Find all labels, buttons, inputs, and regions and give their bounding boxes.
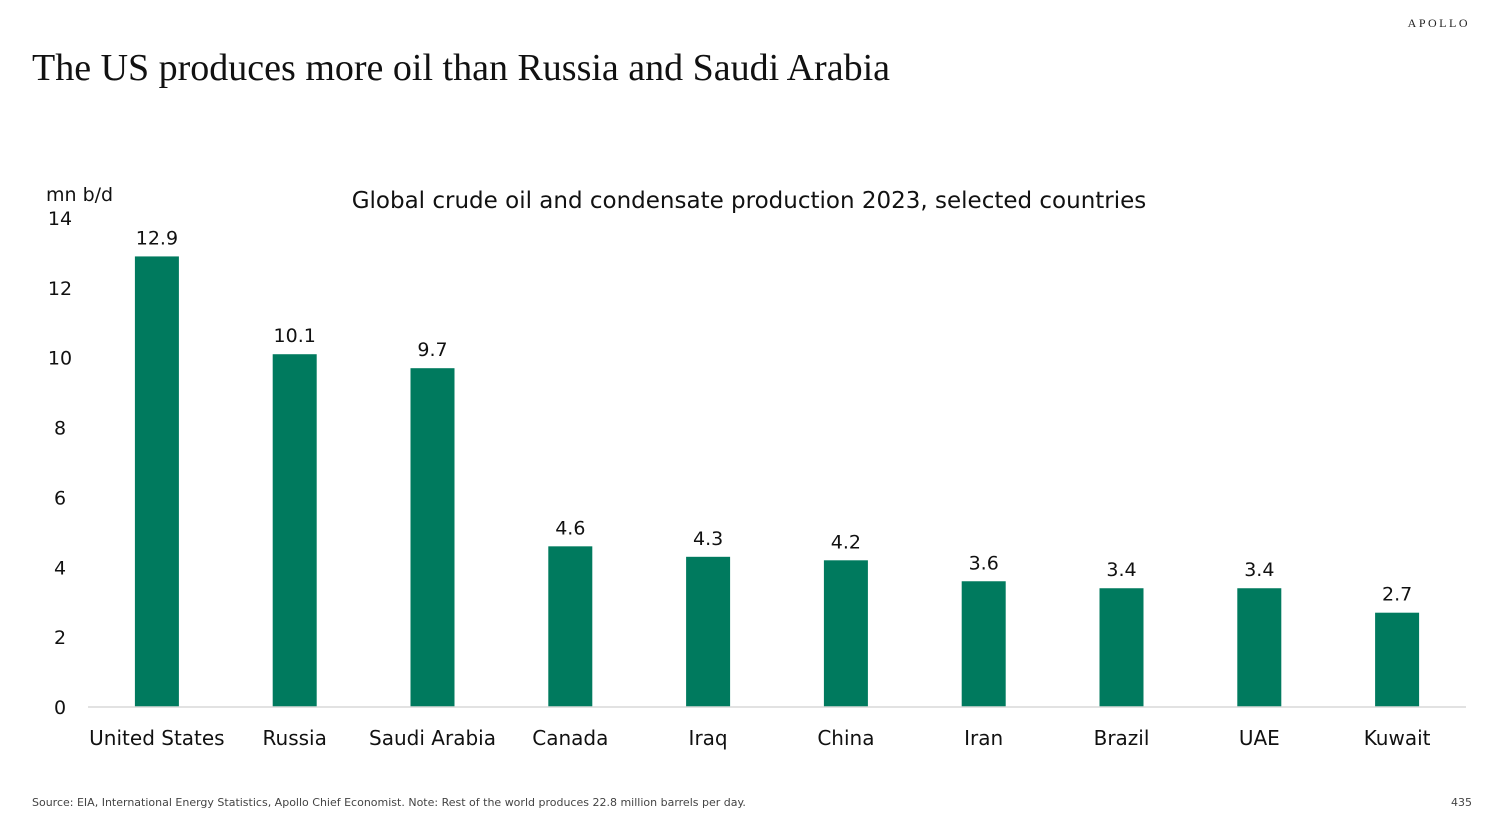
data-label: 4.3 — [693, 528, 723, 550]
bar — [1375, 612, 1420, 707]
y-tick-label: 4 — [54, 557, 66, 579]
y-axis-unit-label: mn b/d — [46, 184, 113, 206]
y-tick-label: 2 — [54, 627, 66, 649]
brand-logo: APOLLO — [1407, 16, 1470, 30]
data-label: 4.6 — [555, 517, 585, 539]
source-note: Source: EIA, International Energy Statis… — [32, 796, 746, 809]
x-tick-label: UAE — [1239, 726, 1280, 750]
data-label: 10.1 — [274, 325, 316, 347]
data-label: 3.4 — [1244, 559, 1274, 581]
y-tick-label: 8 — [54, 418, 66, 440]
y-tick-label: 10 — [48, 348, 72, 370]
bar — [823, 560, 868, 707]
data-label: 3.4 — [1106, 559, 1136, 581]
bar — [686, 556, 731, 707]
x-tick-label: Russia — [263, 726, 327, 750]
bar — [272, 354, 317, 707]
bar — [1237, 588, 1282, 707]
bar — [961, 581, 1006, 707]
data-label: 4.2 — [831, 531, 861, 553]
y-axis-ticks: 0 2 4 6 8 10 12 14 — [48, 208, 72, 719]
x-tick-label: Saudi Arabia — [369, 726, 496, 750]
x-tick-label: Kuwait — [1364, 726, 1431, 750]
slide-title: The US produces more oil than Russia and… — [32, 47, 891, 89]
value-labels: 12.9 10.1 9.7 4.6 4.3 4.2 3.6 3.4 3.4 2.7 — [136, 227, 1412, 605]
y-tick-label: 6 — [54, 487, 66, 509]
chart-title: Global crude oil and condensate producti… — [352, 188, 1147, 214]
x-tick-label: United States — [89, 726, 224, 750]
x-tick-label: Iran — [964, 726, 1003, 750]
data-label: 12.9 — [136, 227, 178, 249]
bar — [410, 368, 455, 707]
data-label: 9.7 — [417, 339, 447, 361]
x-axis-labels: United States Russia Saudi Arabia Canada Ira… — [89, 726, 1430, 750]
y-tick-label: 0 — [54, 697, 66, 719]
bar — [548, 546, 593, 707]
page-number: 435 — [1451, 796, 1472, 809]
y-tick-label: 12 — [48, 278, 72, 300]
bars — [134, 256, 1420, 707]
x-tick-label: China — [817, 726, 874, 750]
x-tick-label: Iraq — [689, 726, 728, 750]
x-tick-label: Canada — [532, 726, 608, 750]
data-label: 2.7 — [1382, 584, 1412, 606]
y-tick-label: 14 — [48, 208, 72, 230]
bar — [1099, 588, 1144, 707]
data-label: 3.6 — [969, 552, 999, 574]
x-tick-label: Brazil — [1094, 726, 1150, 750]
bar — [134, 256, 179, 707]
bar-chart: Global crude oil and condensate producti… — [46, 184, 1466, 750]
